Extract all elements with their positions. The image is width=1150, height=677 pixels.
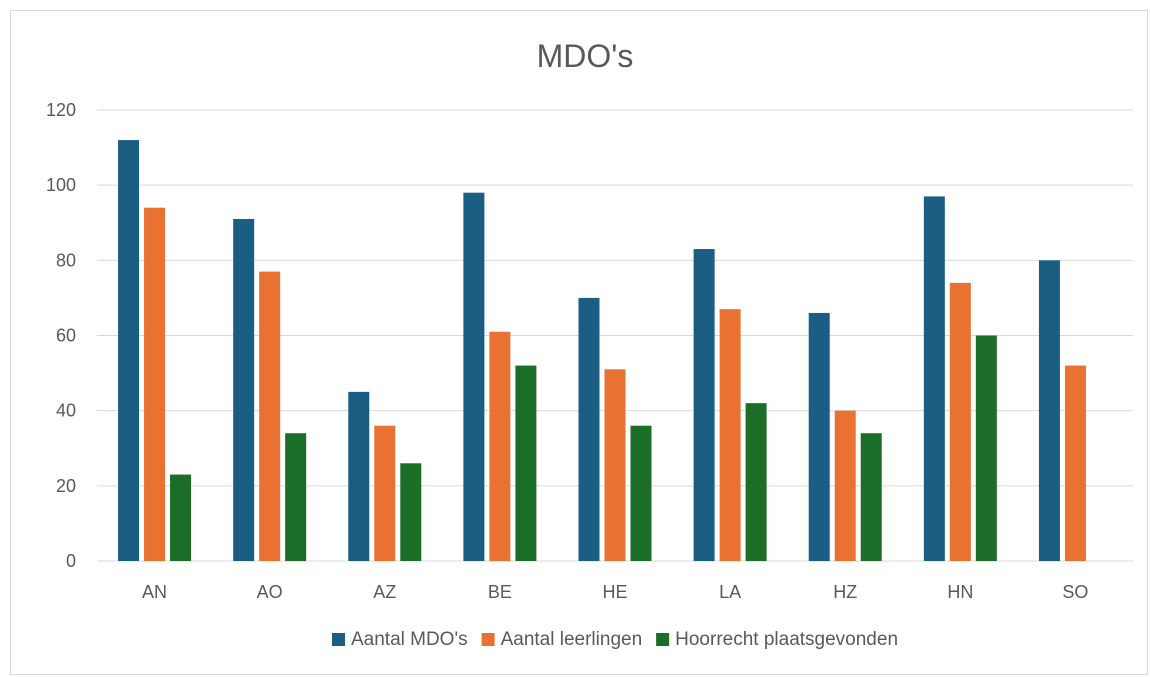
bar-hn-series-2 [949,282,971,561]
legend-item-2: Aantal leerlingen [481,629,643,650]
y-tick-label: 120 [46,100,76,120]
bar-hn-series-3 [975,335,997,561]
legend: Aantal MDO's Aantal leerlingen Hoorrecht p… [331,629,898,650]
legend-item-3: Hoorrecht plaatsgevonden [656,629,898,650]
bar-ao-series-2 [259,271,281,561]
bar-ao-series-1 [233,218,255,561]
bar-he-series-3 [630,425,652,561]
bar-ao-series-3 [285,433,307,561]
x-tick-label: HE [602,582,627,602]
bar-hz-series-1 [808,312,830,561]
bar-be-series-2 [489,331,511,561]
x-tick-label: AO [257,582,283,602]
bar-az-series-1 [348,391,370,561]
bar-az-series-2 [374,425,396,561]
y-tick-label: 0 [66,551,76,571]
legend-swatch [656,633,670,646]
y-tick-label: 40 [56,401,76,421]
x-tick-label: HZ [833,582,857,602]
bar-he-series-1 [578,297,600,561]
bar-hz-series-3 [860,433,882,561]
bar-hz-series-2 [834,410,856,561]
legend-label: Aantal leerlingen [501,629,643,650]
bar-be-series-3 [515,365,537,561]
bar-so-series-2 [1064,365,1086,561]
x-tick-label: BE [488,582,512,602]
legend-label: Aantal MDO's [351,629,468,650]
y-tick-label: 60 [56,326,76,346]
bar-la-series-1 [693,249,715,561]
y-axis-tick-labels: 0 20 40 60 80 100 120 [46,100,76,571]
x-tick-label: AZ [373,582,396,602]
x-axis-tick-labels: AN AO AZ BE HE LA HZ HN SO [142,582,1088,602]
x-tick-label: LA [719,582,741,602]
bar-la-series-2 [719,309,741,561]
legend-label: Hoorrecht plaatsgevonden [675,629,898,650]
x-tick-label: AN [142,582,167,602]
x-tick-label: HN [947,582,973,602]
y-tick-label: 20 [56,476,76,496]
legend-swatch [331,633,345,646]
bars [118,140,1086,562]
bar-an-series-3 [170,474,192,561]
chart-title: MDO's [537,38,634,74]
bar-la-series-3 [745,403,767,561]
y-tick-label: 80 [56,250,76,270]
bar-so-series-1 [1038,260,1060,561]
bar-hn-series-1 [923,196,945,562]
x-tick-label: SO [1062,582,1088,602]
bar-he-series-2 [604,369,626,561]
bar-az-series-3 [400,463,422,561]
bar-an-series-2 [144,207,166,561]
y-tick-label: 100 [46,175,76,195]
legend-swatch [481,633,495,646]
bar-be-series-1 [463,192,485,561]
legend-item-1: Aantal MDO's [331,629,468,650]
bar-an-series-1 [118,140,140,562]
